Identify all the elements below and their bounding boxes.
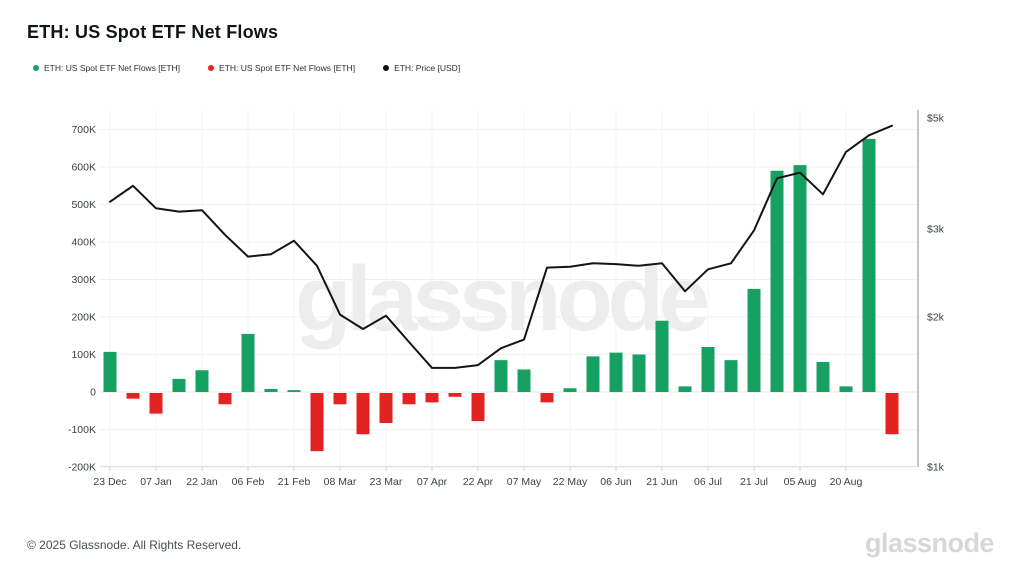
x-axis-tick-label: 22 Apr: [463, 476, 494, 488]
x-axis-tick-label: 22 Jan: [186, 476, 218, 488]
flows-price-chart: 700K 600K 500K 400K 300K 200K 100K 0 -100K -200K g…: [68, 110, 945, 488]
left-axis-tick-label: 400K: [71, 237, 96, 249]
flow-bar[interactable]: [172, 378, 186, 392]
right-axis-tick-label: $2k: [927, 311, 945, 323]
flow-bar[interactable]: [402, 393, 416, 405]
flow-bar[interactable]: [195, 370, 209, 392]
flow-bar[interactable]: [885, 393, 899, 435]
flow-bar[interactable]: [839, 386, 853, 392]
flow-bar[interactable]: [586, 356, 600, 392]
flow-bar[interactable]: [724, 360, 738, 392]
flow-bar[interactable]: [563, 388, 577, 392]
x-axis-tick-label: 20 Aug: [830, 476, 863, 488]
flow-bar[interactable]: [770, 170, 784, 392]
left-axis-tick-label: -100K: [68, 424, 96, 436]
left-axis-tick-label: 700K: [71, 124, 96, 136]
right-axis-tick-label: $1k: [927, 462, 945, 474]
flow-bar[interactable]: [793, 165, 807, 392]
flow-bar[interactable]: [862, 138, 876, 392]
flow-bar[interactable]: [517, 369, 531, 393]
x-axis-tick-label: 23 Mar: [370, 476, 403, 488]
flow-bar[interactable]: [310, 393, 324, 452]
right-axis-tick-label: $3k: [927, 223, 945, 235]
flow-bar[interactable]: [333, 393, 347, 405]
x-axis-tick-label: 21 Jun: [646, 476, 678, 488]
legend-item-netflows-negative[interactable]: ETH: US Spot ETF Net Flows [ETH]: [208, 63, 355, 73]
legend-item-netflows-positive[interactable]: ETH: US Spot ETF Net Flows [ETH]: [33, 63, 180, 73]
flow-bar[interactable]: [747, 288, 761, 392]
flow-bar[interactable]: [471, 393, 485, 422]
x-axis-tick-label: 08 Mar: [324, 476, 357, 488]
x-axis-tick-label: 22 May: [553, 476, 588, 488]
x-axis-tick-label: 07 Jan: [140, 476, 172, 488]
left-axis-tick-label: 100K: [71, 349, 96, 361]
x-axis-tick-label: 07 Apr: [417, 476, 448, 488]
flow-bar[interactable]: [287, 390, 301, 392]
x-axis-tick-label: 07 May: [507, 476, 542, 488]
flow-bar[interactable]: [218, 393, 232, 405]
left-axis-tick-label: 0: [90, 387, 96, 399]
flow-bar[interactable]: [678, 386, 692, 392]
watermark-text: glassnode: [295, 248, 708, 350]
flow-bar[interactable]: [103, 351, 117, 392]
legend-dot-green-icon: [33, 65, 39, 71]
left-axis-tick-label: 300K: [71, 274, 96, 286]
flow-bar[interactable]: [494, 360, 508, 392]
x-axis-tick-label: 06 Jul: [694, 476, 722, 488]
copyright-text: © 2025 Glassnode. All Rights Reserved.: [27, 538, 242, 552]
flow-bar[interactable]: [655, 320, 669, 392]
flow-bar[interactable]: [149, 393, 163, 414]
legend-dot-black-icon: [383, 65, 390, 71]
x-axis-tick-label: 21 Feb: [278, 476, 311, 488]
left-axis-tick-label: -200K: [68, 462, 96, 474]
x-axis-tick-label: 05 Aug: [784, 476, 817, 488]
flow-bar[interactable]: [356, 393, 370, 435]
flow-bar[interactable]: [540, 393, 554, 403]
legend-item-price[interactable]: ETH: Price [USD]: [383, 63, 460, 73]
x-axis-tick-label: 23 Dec: [93, 476, 126, 488]
flow-bar[interactable]: [609, 352, 623, 392]
x-axis-tick-label: 06 Jun: [600, 476, 632, 488]
flow-bar[interactable]: [701, 347, 715, 392]
left-axis-tick-label: 600K: [71, 162, 96, 174]
x-axis-tick-label: 21 Jul: [740, 476, 768, 488]
flow-bar[interactable]: [126, 393, 140, 399]
legend-label: ETH: US Spot ETF Net Flows [ETH]: [219, 63, 356, 73]
left-axis-tick-label: 500K: [71, 199, 96, 211]
flow-bar[interactable]: [816, 362, 830, 392]
flow-bar[interactable]: [425, 393, 439, 403]
right-axis-tick-label: $5k: [927, 113, 945, 125]
left-axis-tick-label: 200K: [71, 312, 96, 324]
legend-label: ETH: Price [USD]: [394, 63, 461, 73]
flow-bar[interactable]: [241, 333, 255, 392]
glassnode-logo: glassnode: [864, 528, 995, 558]
chart-legend: ETH: US Spot ETF Net Flows [ETH] ETH: US…: [33, 63, 460, 73]
x-axis-tick-label: 06 Feb: [232, 476, 265, 488]
flow-bar[interactable]: [448, 393, 462, 397]
flow-bar[interactable]: [379, 393, 393, 423]
legend-label: ETH: US Spot ETF Net Flows [ETH]: [44, 63, 181, 73]
page-title: ETH: US Spot ETF Net Flows: [27, 22, 279, 42]
flow-bar[interactable]: [264, 389, 278, 392]
legend-dot-red-icon: [208, 65, 215, 71]
flow-bar[interactable]: [632, 354, 646, 393]
price-line[interactable]: [109, 124, 893, 369]
